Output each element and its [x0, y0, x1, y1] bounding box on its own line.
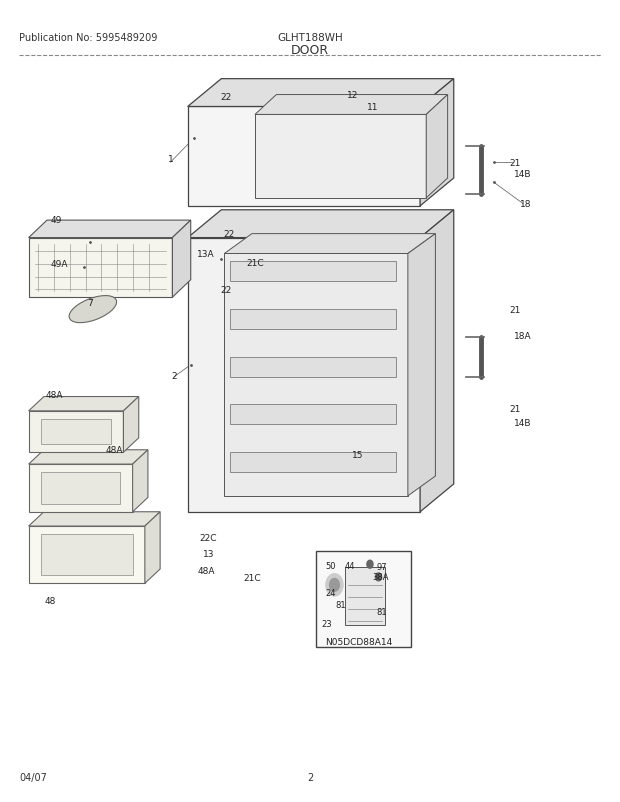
- Polygon shape: [188, 238, 420, 512]
- Polygon shape: [29, 450, 148, 464]
- Text: DOOR: DOOR: [291, 44, 329, 57]
- Polygon shape: [172, 221, 191, 298]
- Text: 81: 81: [335, 601, 346, 610]
- Polygon shape: [188, 107, 420, 207]
- Polygon shape: [145, 512, 160, 584]
- Text: 49: 49: [50, 216, 62, 225]
- Text: 14B: 14B: [514, 169, 531, 179]
- Polygon shape: [231, 358, 396, 377]
- FancyBboxPatch shape: [345, 568, 384, 625]
- Text: Publication No: 5995489209: Publication No: 5995489209: [19, 33, 158, 43]
- Polygon shape: [231, 310, 396, 330]
- Text: 21: 21: [510, 404, 521, 414]
- Text: 14B: 14B: [514, 419, 531, 427]
- Circle shape: [367, 561, 373, 569]
- Polygon shape: [420, 210, 454, 512]
- Polygon shape: [231, 452, 396, 472]
- Text: 49A: 49A: [50, 260, 68, 269]
- Text: 1: 1: [167, 155, 174, 164]
- Text: 04/07: 04/07: [19, 772, 47, 782]
- Text: 81: 81: [377, 607, 388, 616]
- Circle shape: [326, 574, 343, 596]
- Text: 21: 21: [510, 306, 521, 315]
- Polygon shape: [29, 526, 145, 584]
- Polygon shape: [41, 534, 133, 576]
- Text: 15: 15: [352, 451, 363, 460]
- Text: 48A: 48A: [105, 446, 123, 455]
- Text: 18A: 18A: [514, 331, 532, 340]
- Polygon shape: [426, 95, 448, 199]
- Circle shape: [330, 579, 339, 592]
- Text: 44: 44: [345, 561, 356, 570]
- Text: 38A: 38A: [373, 572, 389, 581]
- Polygon shape: [29, 397, 139, 411]
- FancyBboxPatch shape: [316, 552, 411, 647]
- Text: 7: 7: [87, 299, 92, 308]
- Text: 13: 13: [203, 549, 215, 558]
- Text: 48A: 48A: [197, 566, 215, 575]
- Polygon shape: [29, 512, 160, 526]
- Polygon shape: [41, 419, 111, 444]
- Polygon shape: [408, 234, 435, 496]
- Polygon shape: [249, 103, 432, 187]
- Text: 22: 22: [220, 92, 231, 102]
- Polygon shape: [188, 79, 454, 107]
- Polygon shape: [29, 411, 123, 452]
- Text: 48: 48: [45, 597, 56, 606]
- Text: 50: 50: [326, 561, 336, 570]
- Text: 22: 22: [220, 286, 231, 294]
- Text: 21C: 21C: [244, 573, 261, 582]
- Text: 97: 97: [377, 562, 388, 571]
- Polygon shape: [255, 115, 426, 199]
- Text: 12: 12: [347, 91, 358, 100]
- Polygon shape: [224, 234, 435, 254]
- Circle shape: [376, 573, 381, 581]
- Text: eReplacementParts.com: eReplacementParts.com: [234, 395, 386, 407]
- Text: 22C: 22C: [200, 533, 217, 542]
- Text: 22: 22: [223, 230, 234, 239]
- Polygon shape: [133, 450, 148, 512]
- Polygon shape: [188, 210, 454, 238]
- Polygon shape: [29, 464, 133, 512]
- Polygon shape: [29, 238, 172, 298]
- Polygon shape: [420, 79, 454, 207]
- Polygon shape: [231, 262, 396, 282]
- Polygon shape: [29, 221, 191, 238]
- Polygon shape: [123, 397, 139, 452]
- Text: 23: 23: [322, 618, 332, 628]
- Text: GLHT188WH: GLHT188WH: [277, 33, 343, 43]
- Polygon shape: [41, 472, 120, 504]
- Text: 13A: 13A: [197, 249, 215, 259]
- Text: 24: 24: [326, 589, 336, 597]
- Text: 21C: 21C: [246, 258, 264, 267]
- Text: 21: 21: [510, 159, 521, 168]
- Text: 2: 2: [307, 772, 313, 782]
- Text: 48A: 48A: [46, 390, 63, 399]
- Ellipse shape: [69, 296, 117, 323]
- Polygon shape: [224, 254, 408, 496]
- Polygon shape: [231, 405, 396, 425]
- Polygon shape: [255, 95, 448, 115]
- Text: N05DCD88A14: N05DCD88A14: [326, 637, 392, 646]
- Text: 11: 11: [367, 103, 379, 111]
- Text: 18: 18: [520, 200, 531, 209]
- Text: 2: 2: [171, 371, 177, 380]
